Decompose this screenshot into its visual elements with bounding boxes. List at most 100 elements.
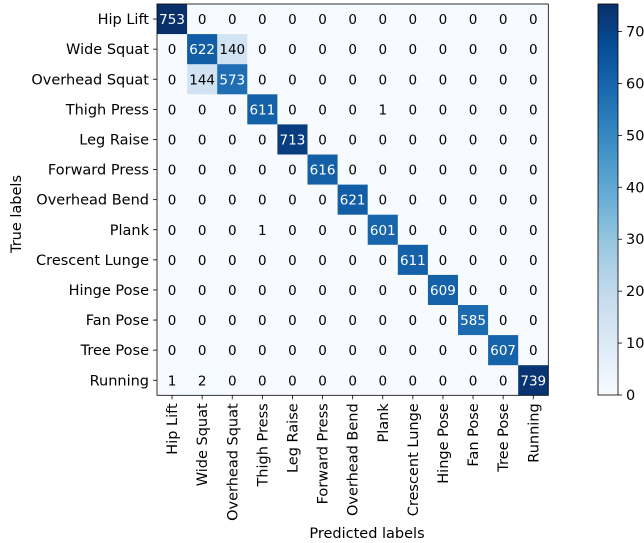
- x-tick-label: Tree Pose: [496, 403, 512, 472]
- y-tick-label: Crescent Lunge: [36, 253, 149, 269]
- cell-value-label: 0: [529, 343, 538, 359]
- cell-value-label: 0: [168, 223, 177, 239]
- cell-value-label: 0: [228, 132, 237, 148]
- cell-value-label: 0: [439, 373, 448, 389]
- cell-value-label: 0: [378, 163, 387, 179]
- cell-value-label: 0: [499, 283, 508, 299]
- cell-value-label: 0: [318, 72, 327, 88]
- cell-value-label: 0: [499, 313, 508, 329]
- cell-value-label: 0: [378, 373, 387, 389]
- colorbar-tick-label: 0: [626, 388, 635, 404]
- cell-value-label: 1: [258, 223, 267, 239]
- cell-value-label: 0: [439, 343, 448, 359]
- x-tick-label: Wide Squat: [195, 403, 211, 486]
- cell-value-label: 607: [490, 343, 516, 359]
- cell-value-label: 0: [529, 253, 538, 269]
- cell-value-label: 0: [529, 283, 538, 299]
- cell-value-label: 0: [168, 132, 177, 148]
- colorbar-tick-label: 50: [626, 128, 644, 144]
- cell-value-label: 0: [469, 283, 478, 299]
- cell-value-label: 0: [168, 72, 177, 88]
- cell-value-label: 0: [228, 253, 237, 269]
- cell-value-label: 0: [288, 343, 297, 359]
- colorbar: [598, 4, 618, 395]
- cell-value-label: 0: [198, 343, 207, 359]
- cell-value-label: 0: [469, 193, 478, 209]
- cell-value-label: 0: [228, 163, 237, 179]
- cell-value-label: 616: [310, 163, 336, 179]
- cell-value-label: 0: [469, 343, 478, 359]
- x-tick-label: Thigh Press: [255, 403, 271, 487]
- x-tick-label: Leg Raise: [285, 403, 301, 473]
- cell-value-label: 0: [378, 343, 387, 359]
- cell-value-label: 0: [499, 193, 508, 209]
- cell-value-label: 0: [198, 12, 207, 28]
- cell-value-label: 0: [409, 193, 418, 209]
- cell-value-label: 0: [228, 102, 237, 118]
- cell-value-label: 0: [499, 132, 508, 148]
- x-tick-label: Overhead Bend: [346, 403, 362, 516]
- cell-value-label: 0: [499, 12, 508, 28]
- cell-value-label: 0: [439, 12, 448, 28]
- cell-value-label: 0: [258, 253, 267, 269]
- cell-value-label: 0: [469, 12, 478, 28]
- cell-value-label: 0: [228, 313, 237, 329]
- cell-value-label: 0: [409, 223, 418, 239]
- cell-value-label: 0: [378, 12, 387, 28]
- cell-value-label: 0: [168, 343, 177, 359]
- cell-value-label: 611: [249, 102, 275, 118]
- cell-value-label: 0: [168, 193, 177, 209]
- cell-value-label: 0: [348, 343, 357, 359]
- cell-value-label: 0: [258, 313, 267, 329]
- y-tick-label: Thigh Press: [65, 102, 149, 118]
- cell-value-label: 0: [318, 313, 327, 329]
- cell-value-label: 0: [469, 72, 478, 88]
- cell-value-label: 0: [198, 313, 207, 329]
- cell-value-label: 0: [439, 193, 448, 209]
- cell-value-label: 0: [499, 373, 508, 389]
- cell-value-label: 0: [168, 163, 177, 179]
- cell-value-label: 0: [409, 283, 418, 299]
- y-axis-label: True labels: [9, 175, 25, 254]
- cell-value-label: 753: [159, 12, 185, 28]
- cell-value-label: 0: [228, 283, 237, 299]
- cell-value-label: 0: [439, 253, 448, 269]
- cell-value-label: 0: [469, 223, 478, 239]
- cell-value-label: 0: [529, 132, 538, 148]
- cell-value-label: 0: [529, 163, 538, 179]
- cell-value-label: 1: [378, 102, 387, 118]
- cell-value-label: 0: [409, 102, 418, 118]
- x-axis-label: Predicted labels: [309, 526, 424, 542]
- colorbar-tick-label: 30: [626, 232, 644, 248]
- cell-value-label: 0: [198, 102, 207, 118]
- cell-value-label: 0: [348, 132, 357, 148]
- cell-value-label: 0: [348, 42, 357, 58]
- cell-value-label: 0: [318, 132, 327, 148]
- cell-value-label: 0: [198, 193, 207, 209]
- cell-value-label: 0: [168, 42, 177, 58]
- cell-value-label: 0: [348, 283, 357, 299]
- cell-value-label: 0: [258, 193, 267, 209]
- cell-value-label: 2: [198, 373, 207, 389]
- cell-value-label: 0: [499, 72, 508, 88]
- cell-value-label: 0: [469, 163, 478, 179]
- cell-value-label: 0: [288, 42, 297, 58]
- cell-value-label: 0: [288, 253, 297, 269]
- cell-value-label: 0: [529, 12, 538, 28]
- cell-value-label: 1: [168, 373, 177, 389]
- cell-value-label: 0: [378, 193, 387, 209]
- cell-value-label: 0: [529, 42, 538, 58]
- cell-value-label: 739: [520, 373, 546, 389]
- cell-value-label: 0: [258, 42, 267, 58]
- cell-value-label: 0: [409, 12, 418, 28]
- cell-value-label: 0: [318, 283, 327, 299]
- cell-value-label: 622: [189, 42, 215, 58]
- cell-value-label: 0: [288, 373, 297, 389]
- cell-value-label: 0: [318, 12, 327, 28]
- colorbar-tick-label: 20: [626, 284, 644, 300]
- y-tick-label: Hip Lift: [98, 12, 150, 28]
- cell-value-label: 585: [460, 313, 486, 329]
- cell-value-label: 0: [168, 102, 177, 118]
- cell-value-label: 0: [529, 313, 538, 329]
